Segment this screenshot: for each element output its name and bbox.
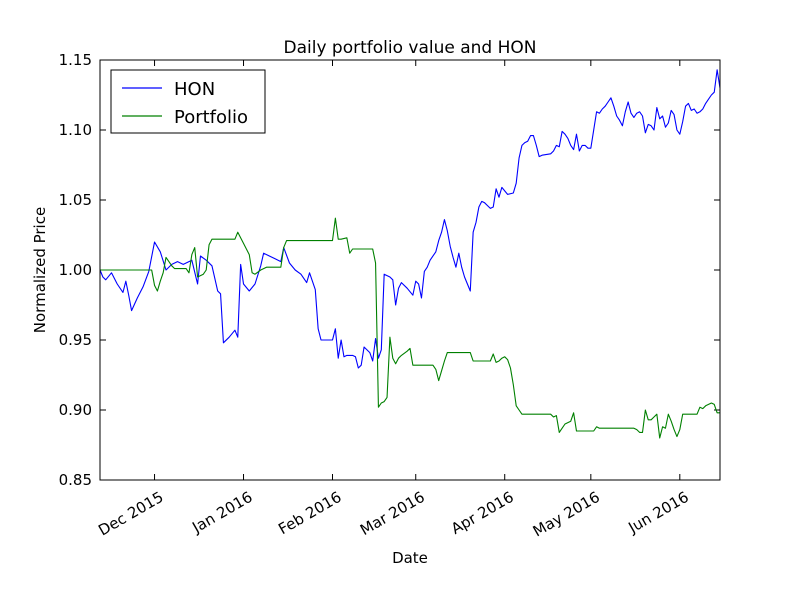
legend-label-portfolio: Portfolio xyxy=(174,107,248,128)
plot-area xyxy=(100,69,720,439)
y-tick-label: 0.90 xyxy=(59,401,92,419)
series-line-hon xyxy=(100,69,720,369)
y-tick-label: 1.10 xyxy=(59,121,92,139)
y-axis: 0.85 0.90 0.95 1.00 1.05 1.10 1.15 xyxy=(59,51,720,489)
y-tick-label: 1.15 xyxy=(59,51,92,69)
y-tick-label: 0.85 xyxy=(59,471,92,489)
axes-frame xyxy=(99,59,721,481)
legend-box xyxy=(110,69,266,134)
legend: HON Portfolio xyxy=(110,69,266,134)
y-tick-label: 1.05 xyxy=(59,191,92,209)
y-tick-label: 0.95 xyxy=(59,331,92,349)
y-tick-label: 1.00 xyxy=(59,261,92,279)
series-line-portfolio xyxy=(100,217,720,439)
x-axis-label: Date xyxy=(392,549,428,567)
chart-title: Daily portfolio value and HON xyxy=(283,38,536,58)
legend-label-hon: HON xyxy=(174,79,215,100)
y-axis-label: Normalized Price xyxy=(31,207,49,333)
